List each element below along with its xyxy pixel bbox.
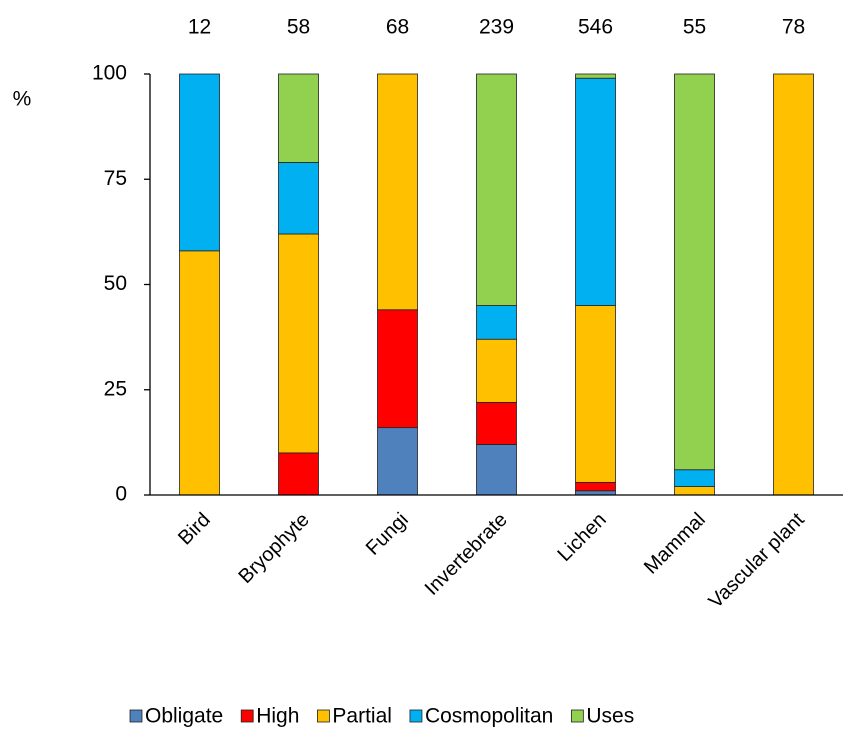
y-tick-label: 0 xyxy=(115,483,127,506)
legend-label: Partial xyxy=(332,705,392,728)
legend-swatch xyxy=(129,709,143,723)
count-label: 78 xyxy=(782,16,805,39)
count-label: 546 xyxy=(578,16,613,39)
bar-segment xyxy=(674,486,715,496)
bar-segment xyxy=(278,233,319,454)
bar-segment xyxy=(575,305,616,483)
bar-segment xyxy=(476,444,517,496)
x-tick-label: Bird xyxy=(174,509,215,550)
bar-segment xyxy=(476,73,517,306)
legend-label: High xyxy=(256,705,299,728)
legend-label: Uses xyxy=(586,705,634,728)
bar-segment xyxy=(575,481,616,492)
legend-swatch xyxy=(570,709,584,723)
x-tick-label: Bryophyte xyxy=(235,509,314,588)
count-label: 58 xyxy=(287,16,310,39)
bar-segment xyxy=(278,452,319,496)
y-tick-label: 25 xyxy=(104,377,127,400)
bar-segment xyxy=(377,73,418,311)
legend-label: Obligate xyxy=(145,705,223,728)
bar-segment xyxy=(278,73,319,163)
y-axis-label: % xyxy=(13,88,32,111)
bar-segment xyxy=(575,77,616,306)
legend-swatch xyxy=(240,709,254,723)
x-tick-label: Fungi xyxy=(362,509,413,560)
bar-segment xyxy=(377,309,418,429)
x-tick-label: Lichen xyxy=(554,509,611,566)
count-label: 68 xyxy=(386,16,409,39)
count-label: 55 xyxy=(683,16,706,39)
y-tick-label: 50 xyxy=(104,272,127,295)
x-tick-label: Mammal xyxy=(640,509,710,579)
count-label: 12 xyxy=(188,16,211,39)
legend-label: Cosmopolitan xyxy=(425,705,553,728)
bar-segment xyxy=(674,469,715,487)
bar-segment xyxy=(476,338,517,403)
x-tick-label: Vascular plant xyxy=(705,508,809,612)
count-label: 239 xyxy=(479,16,514,39)
bar-segment xyxy=(575,73,616,79)
bar-segment xyxy=(476,305,517,340)
legend-swatch xyxy=(409,709,423,723)
x-tick-label: Invertebrate xyxy=(421,509,512,600)
bar-segment xyxy=(476,401,517,445)
bar-segment xyxy=(179,250,220,496)
bar-segment xyxy=(674,73,715,471)
bar-segment xyxy=(278,162,319,235)
bar-segment xyxy=(377,427,418,496)
bar-segment xyxy=(773,73,814,496)
y-tick-label: 75 xyxy=(104,167,127,190)
y-tick-label: 100 xyxy=(92,62,127,85)
bar-segment xyxy=(179,73,220,252)
legend-swatch xyxy=(317,709,330,723)
